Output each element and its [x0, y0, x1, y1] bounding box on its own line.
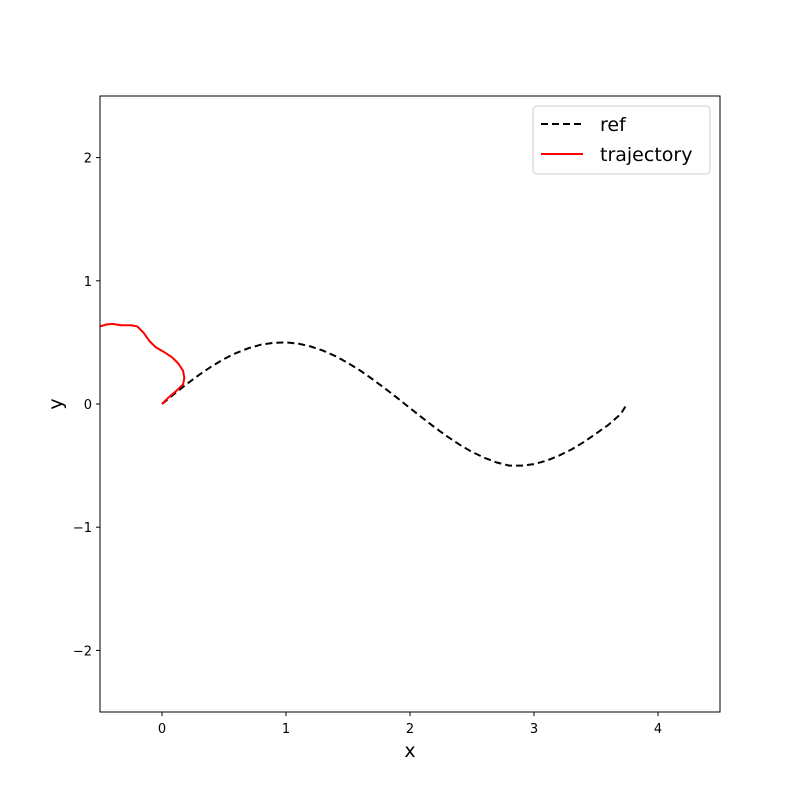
legend-label-ref: ref — [600, 114, 627, 136]
y-tick-label: 0 — [84, 398, 92, 413]
x-axis-label: x — [404, 740, 415, 762]
y-ticks: −2 −1 0 1 2 — [73, 152, 100, 659]
plot-frame — [99, 95, 721, 713]
x-ticks: 0 1 2 3 4 — [158, 712, 662, 737]
x-tick-label: 3 — [530, 722, 538, 737]
x-tick-label: 2 — [406, 722, 414, 737]
series-line-ref — [161, 341, 628, 467]
plot-lines — [100, 322, 628, 467]
y-tick-label: 2 — [84, 152, 92, 167]
series-line-trajectory — [100, 322, 186, 405]
legend: ref trajectory — [532, 105, 711, 175]
y-tick-label: 1 — [84, 275, 92, 290]
x-tick-label: 4 — [654, 722, 662, 737]
legend-label-trajectory: trajectory — [600, 144, 692, 166]
y-tick-label: −1 — [73, 521, 92, 536]
x-tick-label: 0 — [158, 722, 166, 737]
x-tick-label: 1 — [282, 722, 290, 737]
y-tick-label: −2 — [73, 644, 92, 659]
y-axis-label: y — [45, 398, 67, 409]
